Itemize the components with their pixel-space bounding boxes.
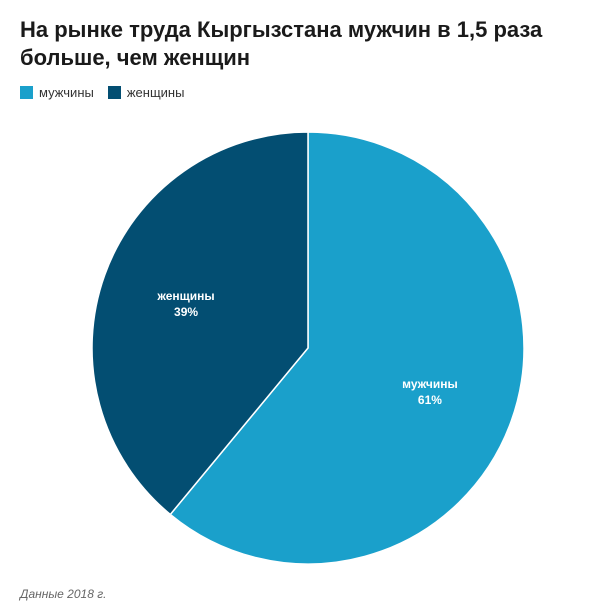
slice-value-women: 39% — [174, 305, 198, 319]
chart-title: На рынке труда Кыргызстана мужчин в 1,5 … — [20, 17, 543, 70]
legend-label-men: мужчины — [39, 85, 94, 100]
legend-item-men: мужчины — [20, 85, 94, 100]
legend: мужчины женщины — [20, 85, 184, 100]
slice-label-women: женщины — [156, 289, 214, 303]
slice-value-men: 61% — [418, 393, 442, 407]
slice-label-men: мужчины — [402, 377, 458, 391]
legend-swatch-men — [20, 86, 33, 99]
pie-slice-women — [91, 131, 309, 516]
pie-slice-men — [169, 131, 525, 565]
legend-swatch-women — [107, 86, 121, 99]
legend-item-women: женщины — [107, 85, 185, 100]
legend-label-women: женщины — [126, 85, 185, 100]
source-note: Данные 2018 г. — [20, 587, 107, 601]
